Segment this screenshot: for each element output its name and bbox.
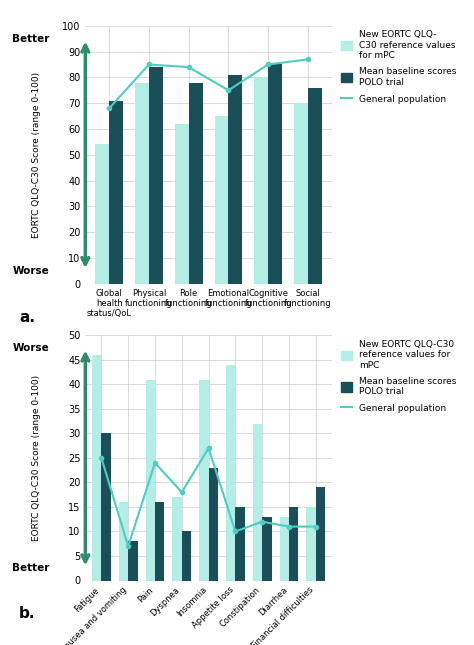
Bar [226, 365, 236, 580]
Bar [173, 497, 182, 580]
Text: Worse: Worse [13, 266, 49, 276]
Bar [92, 355, 101, 580]
Bar [199, 379, 209, 580]
Bar [306, 507, 316, 580]
Y-axis label: EORTC QLQ-C30 Score (range 0-100): EORTC QLQ-C30 Score (range 0-100) [32, 375, 41, 541]
Bar [109, 101, 123, 284]
Bar [262, 517, 272, 580]
Bar [119, 502, 128, 580]
Bar [228, 75, 242, 284]
Bar [209, 468, 218, 580]
Bar [189, 83, 202, 284]
Bar [215, 116, 228, 284]
Bar [101, 433, 111, 580]
Bar [268, 64, 282, 284]
Bar [253, 424, 262, 580]
Text: Better: Better [12, 34, 50, 44]
Bar [146, 379, 155, 580]
Bar [308, 88, 322, 284]
Bar [316, 488, 325, 580]
Legend: New EORTC QLQ-
C30 reference values
for mPC, Mean baseline scores
POLO trial, Ge: New EORTC QLQ- C30 reference values for … [341, 30, 456, 104]
Text: Better: Better [12, 563, 50, 573]
Bar [236, 507, 245, 580]
Text: Worse: Worse [13, 342, 49, 353]
Bar [254, 77, 268, 284]
Text: a.: a. [19, 310, 35, 324]
Legend: New EORTC QLQ-C30
reference values for
mPC, Mean baseline scores
POLO trial, Gen: New EORTC QLQ-C30 reference values for m… [341, 340, 456, 413]
Y-axis label: EORTC QLQ-C30 Score (range 0-100): EORTC QLQ-C30 Score (range 0-100) [32, 72, 41, 238]
Text: b.: b. [19, 606, 36, 621]
Bar [128, 541, 137, 580]
Bar [149, 67, 163, 284]
Bar [182, 531, 191, 581]
Bar [155, 502, 164, 580]
Bar [95, 144, 109, 284]
Bar [280, 517, 289, 580]
Bar [289, 507, 298, 580]
Bar [175, 124, 189, 284]
Bar [135, 83, 149, 284]
Bar [294, 103, 308, 284]
